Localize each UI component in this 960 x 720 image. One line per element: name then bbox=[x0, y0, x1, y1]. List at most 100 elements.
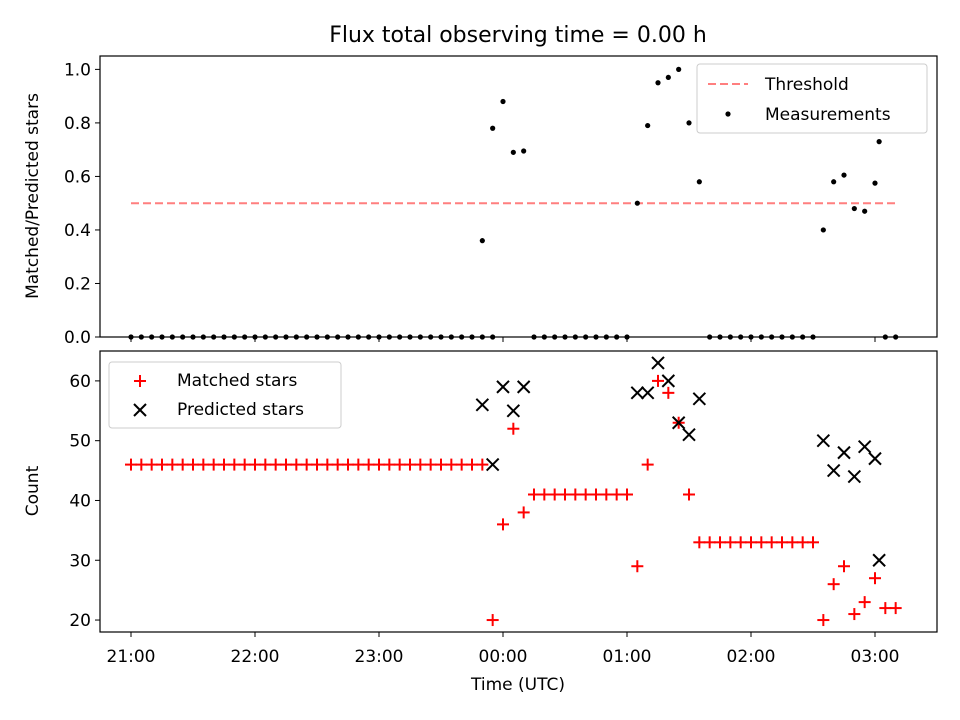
y-tick-label: 60 bbox=[69, 372, 91, 392]
measurement-point bbox=[407, 334, 413, 340]
marker-stroke bbox=[475, 398, 490, 412]
predicted-star-point bbox=[826, 463, 841, 478]
measurement-point bbox=[521, 148, 527, 154]
predicted-star-point bbox=[516, 380, 531, 394]
marker-stroke bbox=[847, 469, 862, 484]
measurement-point bbox=[200, 334, 206, 340]
measurement-point bbox=[851, 205, 857, 212]
measurement-point bbox=[448, 334, 454, 340]
measurement-point bbox=[593, 334, 599, 340]
measurement-point bbox=[283, 334, 289, 340]
matched-star-point bbox=[445, 458, 458, 471]
legend-swatch-measurements bbox=[725, 111, 731, 117]
matched-star-point bbox=[569, 488, 582, 501]
matched-star-point bbox=[765, 536, 778, 549]
matched-star-point bbox=[166, 458, 179, 471]
measurement-point bbox=[841, 172, 847, 178]
measurement-point bbox=[562, 334, 568, 340]
matched-star-point bbox=[848, 608, 861, 621]
matched-star-point bbox=[269, 458, 282, 471]
matched-star-point bbox=[187, 458, 199, 471]
matched-star-point bbox=[331, 458, 344, 471]
matched-star-point bbox=[724, 536, 737, 549]
measurement-point bbox=[665, 74, 671, 81]
matched-star-point bbox=[383, 458, 396, 471]
measurement-point bbox=[376, 334, 382, 340]
legend-label-threshold: Threshold bbox=[764, 75, 849, 95]
measurement-point bbox=[500, 98, 506, 105]
bottom-y-axis-label: Count bbox=[23, 465, 43, 516]
measurement-point bbox=[727, 334, 733, 340]
matched-star-point bbox=[507, 422, 520, 435]
marker-stroke bbox=[661, 374, 676, 388]
measurement-point bbox=[696, 179, 702, 185]
measurement-point bbox=[872, 180, 878, 186]
matched-star-point bbox=[869, 572, 881, 585]
marker-stroke bbox=[837, 445, 851, 460]
measurement-point bbox=[583, 334, 589, 340]
measurement-point bbox=[572, 334, 578, 340]
measurement-point bbox=[159, 334, 165, 340]
matched-star-point bbox=[662, 386, 675, 399]
y-tick-label: 0.8 bbox=[64, 114, 91, 134]
matched-star-point bbox=[352, 458, 365, 471]
measurement-point bbox=[459, 334, 465, 340]
y-tick-label: 40 bbox=[69, 491, 91, 511]
predicted-star-point bbox=[868, 451, 882, 466]
matched-star-point bbox=[579, 488, 592, 501]
measurement-point bbox=[789, 334, 795, 340]
predicted-star-point bbox=[816, 433, 831, 448]
predicted-star-point bbox=[506, 404, 521, 418]
matched-star-point bbox=[786, 536, 799, 549]
x-tick-label: 22:00 bbox=[231, 647, 280, 667]
measurement-point bbox=[469, 334, 475, 340]
legend-box bbox=[696, 63, 928, 134]
measurement-point bbox=[748, 334, 754, 340]
measurement-point bbox=[862, 208, 868, 214]
measurement-point bbox=[717, 334, 723, 340]
measurement-point bbox=[273, 334, 279, 340]
matched-star-point bbox=[362, 458, 375, 471]
measurement-point bbox=[293, 334, 299, 340]
matched-star-point bbox=[497, 518, 509, 531]
measurement-point bbox=[366, 334, 372, 340]
x-tick-label: 02:00 bbox=[727, 647, 776, 667]
predicted-star-point bbox=[630, 386, 645, 400]
matched-star-point bbox=[486, 614, 499, 627]
marker-stroke bbox=[868, 451, 882, 466]
plot-layer: 0.0 0.2 0.4 0.6 0.8 1.0 Threshold Measurements 2… bbox=[64, 55, 938, 667]
predicted-star-point bbox=[682, 427, 696, 442]
matched-star-point bbox=[414, 458, 427, 471]
matched-star-point bbox=[817, 614, 830, 627]
matched-star-point bbox=[590, 488, 602, 501]
measurement-point bbox=[428, 334, 434, 340]
x-tick-label: 00:00 bbox=[479, 647, 528, 667]
measurement-point bbox=[510, 149, 516, 155]
predicted-star-point bbox=[872, 553, 886, 567]
bottom-plot-frame bbox=[99, 350, 938, 633]
measurement-point bbox=[128, 334, 134, 340]
marker-stroke bbox=[651, 356, 665, 370]
predicted-star-point bbox=[847, 469, 862, 484]
measurement-point bbox=[531, 334, 537, 340]
marker-stroke bbox=[640, 386, 655, 400]
matched-star-point bbox=[838, 560, 850, 573]
predicted-star-point bbox=[485, 457, 500, 472]
legend-label-matched: Matched stars bbox=[177, 371, 297, 391]
matched-star-point bbox=[879, 602, 892, 615]
matched-star-point bbox=[693, 536, 706, 549]
matched-star-point bbox=[145, 458, 158, 471]
matched-star-point bbox=[342, 458, 354, 471]
legend-label-predicted: Predicted stars bbox=[177, 400, 304, 420]
matched-star-point bbox=[807, 536, 819, 549]
matched-star-point bbox=[858, 596, 871, 609]
measurement-point bbox=[355, 334, 361, 340]
measurement-point bbox=[242, 334, 248, 340]
chart-title: Flux total observing time = 0.00 h bbox=[329, 23, 707, 48]
measurement-point bbox=[169, 334, 175, 340]
marker-stroke bbox=[671, 416, 686, 430]
measurement-point bbox=[758, 334, 764, 340]
predicted-star-point bbox=[857, 439, 872, 454]
marker-stroke bbox=[682, 427, 696, 442]
